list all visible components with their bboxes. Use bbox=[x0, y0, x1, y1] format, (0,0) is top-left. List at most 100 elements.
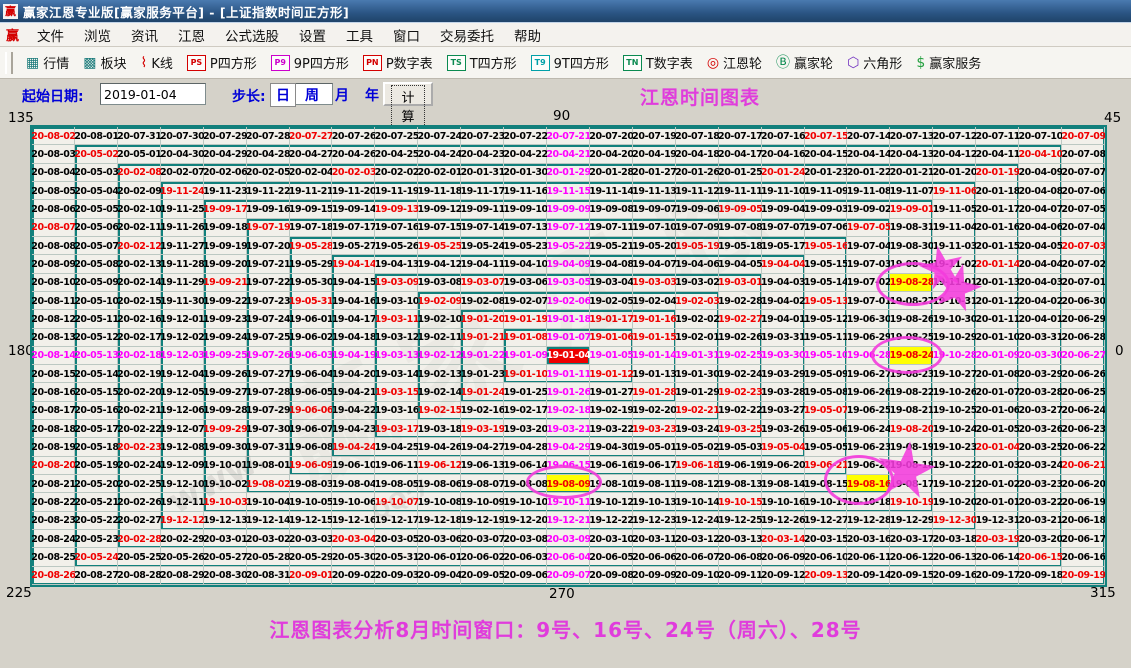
calculate-button[interactable]: 计算 bbox=[383, 82, 433, 127]
grid-cell: 19-04-22 bbox=[332, 402, 375, 420]
toolbar-button-9P四方形[interactable]: P9 9P四方形 bbox=[270, 53, 349, 72]
grid-cell: 19-09-10 bbox=[504, 200, 547, 218]
grid-cell: 20-05-28 bbox=[247, 548, 290, 566]
grid-cell: 20-06-22 bbox=[1062, 438, 1105, 456]
grid-cell: 19-05-05 bbox=[805, 438, 848, 456]
grid-cell: 20-07-19 bbox=[633, 127, 676, 145]
grid-cell: 20-05-22 bbox=[75, 512, 118, 530]
menu-item-交易委托[interactable]: 交易委托 bbox=[440, 28, 495, 45]
period-option-月[interactable]: 月 bbox=[335, 88, 349, 104]
menu-item-资讯[interactable]: 资讯 bbox=[131, 28, 159, 45]
grid-cell: 19-11-22 bbox=[247, 182, 290, 200]
grid-cell: 20-01-23 bbox=[805, 164, 848, 182]
menu-item-浏览[interactable]: 浏览 bbox=[84, 28, 112, 45]
toolbar-button-P数字表[interactable]: PN P数字表 bbox=[362, 53, 433, 72]
grid-cell: 19-05-26 bbox=[375, 237, 418, 255]
toolbar-button-行情[interactable]: ▦ 行情 bbox=[26, 53, 69, 73]
grid-cell: 19-04-04 bbox=[762, 255, 805, 273]
grid-cell: 19-12-06 bbox=[161, 402, 204, 420]
grid-cell: 19-02-19 bbox=[590, 402, 633, 420]
grid-cell: 20-04-23 bbox=[461, 145, 504, 163]
grid-cell: 19-11-09 bbox=[805, 182, 848, 200]
toolbar-button-K线[interactable]: ⌇ K线 bbox=[141, 53, 173, 73]
grid-cell: 19-07-14 bbox=[461, 219, 504, 237]
menu-item-江恩[interactable]: 江恩 bbox=[178, 28, 206, 45]
grid-cell: 20-03-27 bbox=[1019, 402, 1062, 420]
toolbar-label: 9P四方形 bbox=[293, 57, 349, 72]
period-option-日[interactable]: 日 bbox=[270, 83, 296, 107]
menu-item-文件[interactable]: 文件 bbox=[37, 28, 65, 45]
period-option-年[interactable]: 年 bbox=[365, 88, 379, 104]
grid-cell: 19-08-12 bbox=[676, 475, 719, 493]
grid-cell: 20-08-03 bbox=[32, 145, 75, 163]
grid-cell: 20-08-05 bbox=[32, 182, 75, 200]
grid-cell: 20-08-31 bbox=[247, 567, 290, 585]
toolbar-button-T四方形[interactable]: TS T四方形 bbox=[446, 53, 517, 72]
grid-cell: 19-07-11 bbox=[590, 219, 633, 237]
grid-cell: 20-06-26 bbox=[1062, 365, 1105, 383]
grid-cell: 19-10-11 bbox=[547, 493, 590, 511]
grid-cell: 20-03-09 bbox=[547, 530, 590, 548]
toolbar-button-赢家轮[interactable]: Ⓑ 赢家轮 bbox=[776, 53, 833, 73]
grid-cell: 19-02-08 bbox=[461, 292, 504, 310]
grid-cell: 19-12-23 bbox=[633, 512, 676, 530]
grid-cell: 20-01-25 bbox=[719, 164, 762, 182]
grid-cell: 20-04-18 bbox=[676, 145, 719, 163]
toolbar-button-板块[interactable]: ▩ 板块 bbox=[83, 53, 126, 73]
toolbar-button-9T四方形[interactable]: T9 9T四方形 bbox=[530, 53, 609, 72]
toolbar-button-江恩轮[interactable]: ◎ 江恩轮 bbox=[707, 53, 762, 73]
grid-cell: 19-05-22 bbox=[547, 237, 590, 255]
grid-cell: 20-08-28 bbox=[118, 567, 161, 585]
grid-cell: 19-03-16 bbox=[375, 402, 418, 420]
grid-cell: 19-03-18 bbox=[418, 420, 461, 438]
grid-cell: 19-09-14 bbox=[332, 200, 375, 218]
grid-cell: 19-05-23 bbox=[504, 237, 547, 255]
grid-cell: 20-01-24 bbox=[762, 164, 805, 182]
grid-cell: 20-05-07 bbox=[75, 237, 118, 255]
grid-cell: 19-10-03 bbox=[204, 493, 247, 511]
grid-cell: 20-03-30 bbox=[1019, 347, 1062, 365]
grid-cell: 19-05-17 bbox=[762, 237, 805, 255]
toolbar-button-六角形[interactable]: ⬡ 六角形 bbox=[847, 53, 902, 73]
grid-cell: 20-01-15 bbox=[976, 237, 1019, 255]
grid-cell: 19-02-13 bbox=[418, 365, 461, 383]
grid-cell: 19-06-23 bbox=[847, 438, 890, 456]
menu-item-帮助[interactable]: 帮助 bbox=[514, 28, 542, 45]
sectors-blocks-icon: ▩ bbox=[83, 54, 97, 71]
grid-cell: 20-03-28 bbox=[1019, 383, 1062, 401]
grid-cell: 20-02-27 bbox=[118, 512, 161, 530]
grid-cell: 20-02-10 bbox=[118, 200, 161, 218]
grid-cell: 19-11-15 bbox=[547, 182, 590, 200]
grid-cell: 19-02-07 bbox=[504, 292, 547, 310]
grid-cell: 20-03-21 bbox=[1019, 512, 1062, 530]
grid-cell: 19-10-28 bbox=[933, 347, 976, 365]
toolbar-button-赢家服务[interactable]: $ 赢家服务 bbox=[916, 53, 981, 73]
start-date-label: 起始日期: bbox=[22, 89, 84, 105]
grid-cell: 19-09-05 bbox=[719, 200, 762, 218]
grid-cell: 20-09-06 bbox=[504, 567, 547, 585]
grid-cell: 19-06-13 bbox=[461, 457, 504, 475]
grid-cell: 20-02-13 bbox=[118, 255, 161, 273]
grid-cell: 19-09-09 bbox=[547, 200, 590, 218]
grid-cell: 20-08-22 bbox=[32, 493, 75, 511]
menu-item-设置[interactable]: 设置 bbox=[299, 28, 327, 45]
period-option-周[interactable]: 周 bbox=[305, 88, 319, 104]
grid-cell: 20-06-02 bbox=[461, 548, 504, 566]
grid-cell: 19-08-31 bbox=[890, 219, 933, 237]
grid-cell: 19-05-03 bbox=[719, 438, 762, 456]
grid-cell: 20-04-17 bbox=[719, 145, 762, 163]
menu-item-工具[interactable]: 工具 bbox=[346, 28, 374, 45]
menu-item-公式选股[interactable]: 公式选股 bbox=[225, 28, 280, 45]
grid-cell: 20-05-25 bbox=[118, 548, 161, 566]
grid-cell: 19-11-27 bbox=[161, 237, 204, 255]
grid-cell: 20-06-06 bbox=[633, 548, 676, 566]
grid-cell: 19-09-11 bbox=[461, 200, 504, 218]
toolbar-button-T数字表[interactable]: TN T数字表 bbox=[622, 53, 693, 72]
grid-cell: 19-04-09 bbox=[547, 255, 590, 273]
start-date-input[interactable] bbox=[100, 83, 206, 105]
grid-cell: 20-02-24 bbox=[118, 457, 161, 475]
grid-cell: 19-06-06 bbox=[290, 402, 333, 420]
toolbar-button-P四方形[interactable]: PS P四方形 bbox=[186, 53, 257, 72]
menu-item-窗口[interactable]: 窗口 bbox=[393, 28, 421, 45]
grid-cell: 19-12-12 bbox=[161, 512, 204, 530]
